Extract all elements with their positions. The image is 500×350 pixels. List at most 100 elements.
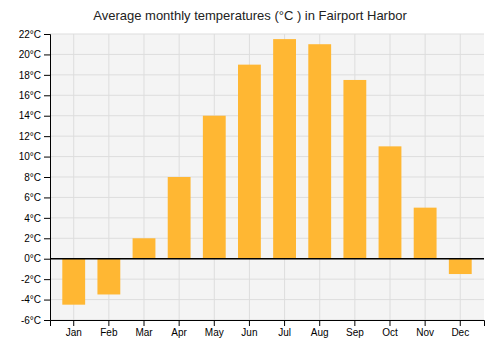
y-tick: 12°C: [19, 131, 50, 142]
y-tick-label: 6°C: [24, 192, 41, 203]
y-tick-mark: [44, 157, 50, 158]
y-tick-label: 18°C: [19, 70, 41, 81]
y-tick-label: 8°C: [24, 172, 41, 183]
y-tick-label: -4°C: [21, 294, 41, 305]
y-tick-mark: [44, 75, 50, 76]
x-tick-label: Apr: [171, 327, 187, 338]
y-tick-mark: [44, 238, 50, 239]
y-grid-line: [50, 197, 484, 198]
x-tick-label: Feb: [100, 327, 118, 338]
x-tick-mark: [108, 320, 109, 326]
x-tick-mark: [354, 320, 355, 326]
x-tick: Oct: [382, 320, 398, 338]
y-tick: 20°C: [19, 49, 50, 60]
y-grid-line: [50, 115, 484, 116]
y-grid-line: [50, 299, 484, 300]
y-tick-mark: [44, 177, 50, 178]
x-tick-label: Aug: [311, 327, 329, 338]
y-axis-line: [44, 35, 51, 321]
x-grid-line: [460, 34, 461, 320]
y-grid-line: [50, 136, 484, 137]
bar: [203, 116, 226, 259]
x-tick-mark: [249, 320, 250, 326]
y-tick-mark: [44, 116, 50, 117]
y-tick-label: 16°C: [19, 90, 41, 101]
y-tick: 18°C: [19, 70, 50, 81]
x-tick-mark: [460, 320, 461, 326]
y-tick-mark: [44, 320, 50, 321]
y-tick-label: -6°C: [21, 315, 41, 326]
x-tick-label: Mar: [135, 327, 153, 338]
y-tick: -2°C: [21, 274, 50, 285]
x-tick-mark: [389, 320, 390, 326]
plot: -6°C -4°C -2°C 0°C 2°C 4°C 6°C 8°C 10°C 12°C 14°C 1…: [19, 29, 485, 338]
y-tick-mark: [44, 300, 50, 301]
x-tick-label: Nov: [416, 327, 434, 338]
y-tick-mark: [44, 218, 50, 219]
x-tick: Sep: [346, 320, 364, 338]
plot-background: [50, 34, 484, 320]
bar: [273, 39, 296, 259]
bar: [133, 238, 156, 258]
bar: [308, 44, 331, 259]
grid: [50, 34, 484, 320]
x-tick: Mar: [135, 320, 153, 338]
bar: [97, 259, 120, 295]
y-tick-mark: [44, 259, 50, 260]
x-tick: Aug: [311, 320, 329, 338]
x-tick-label: Oct: [382, 327, 398, 338]
x-tick-label: Jul: [278, 327, 291, 338]
y-tick-mark: [44, 279, 50, 280]
y-tick: 14°C: [19, 110, 50, 121]
y-tick-label: 2°C: [24, 233, 41, 244]
y-tick: -6°C: [21, 315, 50, 326]
y-tick: 4°C: [24, 213, 50, 224]
x-tick-label: Dec: [451, 327, 469, 338]
x-tick: Jul: [278, 320, 291, 338]
bar: [379, 146, 402, 258]
y-tick-label: 12°C: [19, 131, 41, 142]
x-tick: Feb: [100, 320, 118, 338]
x-tick: May: [205, 320, 224, 338]
y-grid-line: [50, 177, 484, 178]
y-tick-label: 22°C: [19, 29, 41, 40]
x-tick: Jun: [241, 320, 257, 338]
y-tick-mark: [44, 34, 50, 35]
y-tick: 10°C: [19, 151, 50, 162]
x-tick-mark: [179, 320, 180, 326]
x-tick: Nov: [416, 320, 434, 338]
x-tick-label: Jan: [66, 327, 82, 338]
x-axis: Jan Feb Mar Apr May Jun Jul Aug Sep Oct Nov Dec: [51, 320, 485, 338]
y-tick-mark: [44, 95, 50, 96]
y-axis: -6°C -4°C -2°C 0°C 2°C 4°C 6°C 8°C 10°C 12°C 14°C 1…: [19, 29, 51, 326]
chart: Average monthly temperatures (°C ) in Fa…: [0, 0, 500, 350]
x-tick-mark: [425, 320, 426, 326]
y-grid-line: [50, 74, 484, 75]
x-tick-label: May: [205, 327, 224, 338]
y-tick-label: 10°C: [19, 151, 41, 162]
bar: [62, 259, 85, 305]
y-tick-label: 4°C: [24, 213, 41, 224]
bar: [238, 65, 261, 259]
y-grid-line: [50, 156, 484, 157]
x-tick-label: Jun: [241, 327, 257, 338]
y-tick: -4°C: [21, 294, 50, 305]
y-grid-line: [50, 95, 484, 96]
y-grid-line: [50, 258, 484, 259]
y-tick: 0°C: [24, 253, 50, 264]
y-tick-mark: [44, 54, 50, 55]
y-tick: 16°C: [19, 90, 50, 101]
x-tick: Apr: [171, 320, 187, 338]
x-tick-mark: [284, 320, 285, 326]
bar: [343, 80, 366, 259]
y-tick: 2°C: [24, 233, 50, 244]
y-grid-line: [50, 54, 484, 55]
x-tick-mark: [73, 320, 74, 326]
y-tick-label: 14°C: [19, 110, 41, 121]
x-tick-mark: [214, 320, 215, 326]
x-tick-label: Sep: [346, 327, 364, 338]
y-tick-mark: [44, 136, 50, 137]
x-tick: Dec: [451, 320, 469, 338]
x-tick-mark: [144, 320, 145, 326]
y-tick-label: 20°C: [19, 49, 41, 60]
